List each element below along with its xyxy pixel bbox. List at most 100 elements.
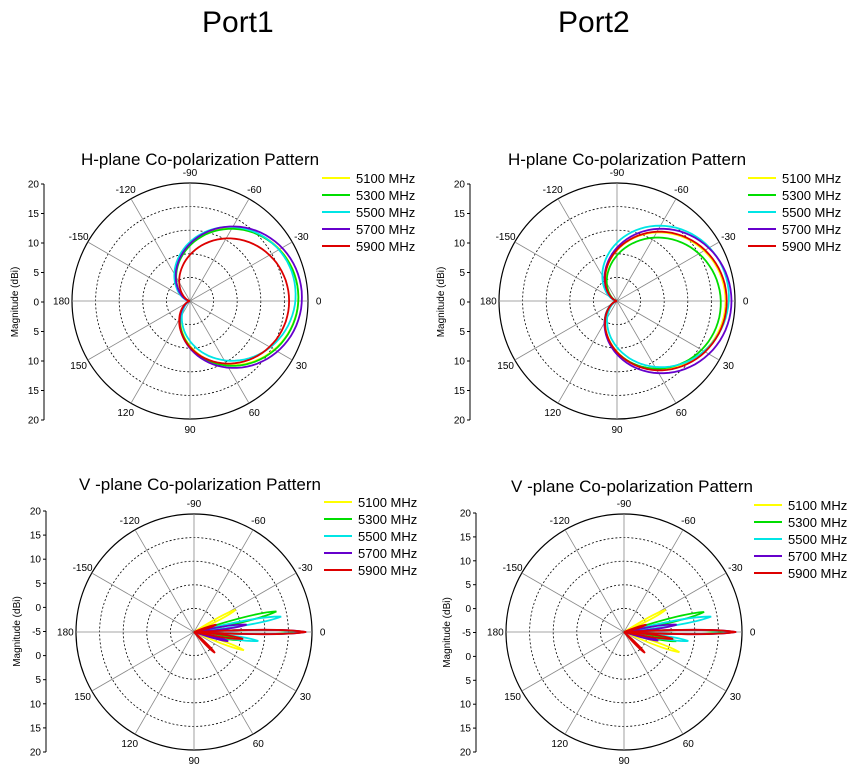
chart-title: H-plane Co-polarization Pattern	[508, 150, 746, 169]
angle-label: 90	[611, 425, 623, 436]
pattern-curve	[604, 230, 728, 372]
angle-label: 90	[188, 756, 200, 767]
pattern-lobe	[193, 631, 216, 654]
y-tick-label: 20	[30, 748, 42, 759]
y-axis-label: Magnitude (dBi)	[12, 596, 23, 667]
y-axis-label: Magnitude (dBi)	[436, 267, 447, 338]
pattern-curve	[178, 237, 291, 365]
y-tick-label: 20	[28, 180, 40, 191]
y-axis-label: Magnitude (dBi)	[10, 267, 21, 338]
angle-label: 0	[750, 628, 756, 639]
angle-label: -60	[681, 516, 696, 527]
angle-label: 180	[53, 297, 70, 308]
polar-chart-3: V -plane Co-polarization Pattern Magnitud…	[12, 475, 417, 767]
y-axis-label: Magnitude (dBi)	[442, 597, 453, 668]
pattern-lobe	[623, 628, 737, 636]
y-tick-label: 10	[460, 700, 472, 711]
pattern-curve	[601, 224, 730, 369]
pattern-lobe	[623, 623, 647, 633]
angle-label: -150	[69, 232, 89, 243]
angle-label: -120	[120, 516, 140, 527]
legend-label: 5100 MHz	[358, 495, 417, 510]
polar-chart-1: H-plane Co-polarization Pattern Magnitude…	[10, 150, 415, 436]
angle-label: 150	[74, 692, 91, 703]
legend-label: 5300 MHz	[788, 515, 847, 530]
legend-label: 5700 MHz	[356, 222, 415, 237]
angle-label: -30	[298, 563, 313, 574]
angle-label: -120	[543, 185, 563, 196]
y-tick-label: 5	[33, 268, 39, 279]
series-5500-mhz	[173, 225, 297, 362]
pattern-lobe	[193, 628, 307, 636]
y-tick-label: 15	[28, 209, 40, 220]
angle-label: -30	[294, 232, 309, 243]
pattern-curve	[173, 225, 297, 362]
pattern-lobe	[623, 631, 674, 640]
angle-label: -60	[247, 185, 262, 196]
polar-chart-2: H-plane Co-polarization Pattern Magnitude…	[436, 150, 841, 436]
legend-label: 5500 MHz	[782, 205, 841, 220]
legend-label: 5900 MHz	[788, 566, 847, 581]
legend-label: 5500 MHz	[788, 532, 847, 547]
y-tick-label: 15	[460, 724, 472, 735]
chart-title: V -plane Co-polarization Pattern	[511, 477, 753, 496]
angle-label: -90	[610, 168, 625, 179]
y-tick-label: 20	[460, 509, 472, 520]
series-5900-mhz	[604, 230, 728, 372]
angle-label: 60	[683, 739, 695, 750]
y-tick-label: 15	[28, 386, 40, 397]
y-tick-label: 0	[35, 651, 41, 662]
angle-label: -90	[617, 499, 632, 510]
angle-label: 150	[497, 361, 514, 372]
y-tick-label: 5	[459, 327, 465, 338]
series-5500-mhz	[601, 224, 730, 369]
angle-label: 90	[618, 756, 630, 767]
chart-title: V -plane Co-polarization Pattern	[79, 475, 321, 494]
y-tick-label: 5	[465, 580, 471, 591]
y-tick-label: 20	[460, 748, 472, 759]
y-tick-label: 15	[30, 723, 42, 734]
legend-label: 5100 MHz	[788, 498, 847, 513]
angle-label: -30	[728, 563, 743, 574]
angle-label: -90	[187, 499, 202, 510]
pattern-lobe	[193, 623, 217, 633]
y-tick-label: 10	[30, 699, 42, 710]
y-tick-label: 10	[30, 555, 42, 566]
legend-label: 5300 MHz	[356, 188, 415, 203]
pattern-lobe	[623, 608, 667, 633]
y-tick-label: 5	[459, 268, 465, 279]
angle-label: 120	[121, 739, 138, 750]
angle-label: 30	[300, 692, 312, 703]
legend-label: 5100 MHz	[356, 171, 415, 186]
port2-title: Port2	[558, 6, 630, 39]
y-tick-label: 5	[35, 675, 41, 686]
y-tick-label: 20	[454, 180, 466, 191]
angle-label: 180	[57, 628, 74, 639]
legend-label: 5900 MHz	[356, 239, 415, 254]
y-tick-label: 10	[460, 556, 472, 567]
port1-title: Port1	[202, 6, 274, 39]
angle-label: -120	[116, 185, 136, 196]
y-tick-label: -5	[32, 627, 41, 638]
angle-label: 0	[743, 297, 749, 308]
y-tick-label: 10	[454, 357, 466, 368]
y-tick-label: 0	[465, 652, 471, 663]
angle-label: 30	[296, 361, 308, 372]
angle-label: 60	[253, 739, 265, 750]
angle-label: 180	[480, 297, 497, 308]
y-tick-label: 15	[460, 532, 472, 543]
angle-label: -150	[73, 563, 93, 574]
angle-label: 120	[117, 408, 134, 419]
pattern-curve	[603, 236, 722, 370]
y-tick-label: 5	[465, 676, 471, 687]
angle-label: 30	[723, 361, 735, 372]
angle-label: 150	[70, 361, 87, 372]
legend-label: 5900 MHz	[782, 239, 841, 254]
series-5300-mhz	[603, 236, 722, 370]
legend-label: 5700 MHz	[358, 546, 417, 561]
polar-chart-4: V -plane Co-polarization Pattern Magnitud…	[442, 477, 847, 767]
y-tick-label: 15	[454, 386, 466, 397]
pattern-lobe	[193, 631, 244, 640]
y-tick-label: 20	[30, 507, 42, 518]
